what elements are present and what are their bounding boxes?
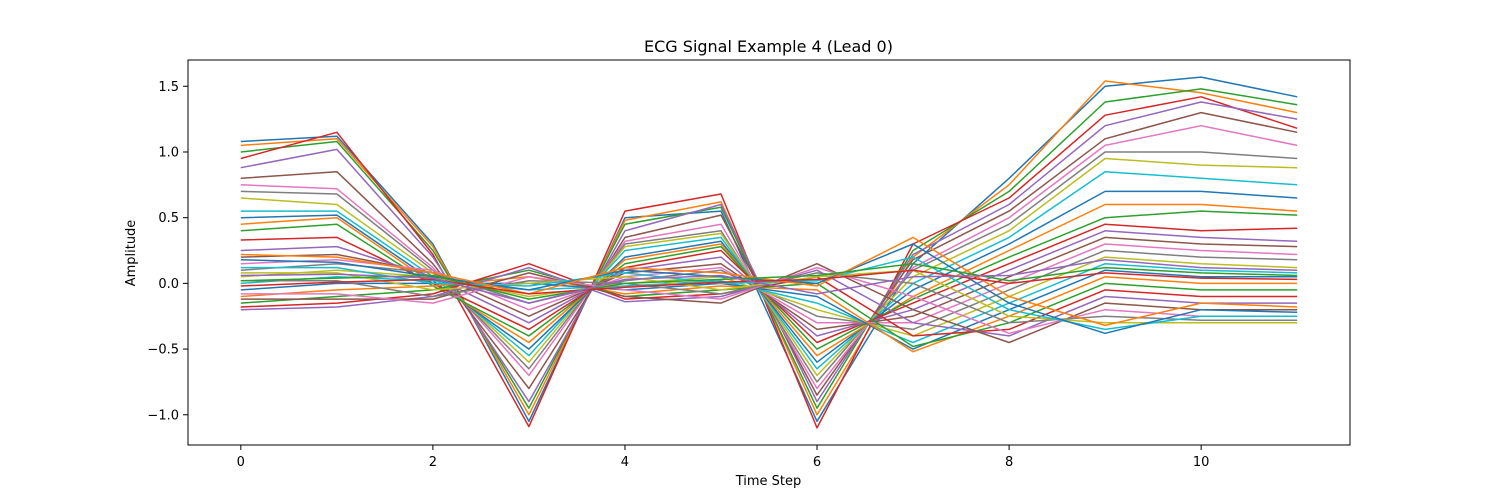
y-tick-label-5: 1.5: [158, 80, 179, 95]
series-line-33: [240, 269, 1298, 295]
series-line-4: [240, 101, 1298, 403]
axes-layer: 0 2 4 6 8 10 −1.0 −0.5 0.0 0.5 1.0 1.5: [147, 59, 1351, 470]
series-line-29: [240, 256, 1298, 331]
series-line-7: [240, 151, 1298, 383]
y-tick-label-3: 0.5: [158, 211, 179, 226]
x-tick-label-5: 10: [1193, 455, 1210, 470]
series-line-21: [240, 276, 1298, 353]
y-tick-label-4: 1.0: [158, 145, 179, 160]
x-tick-label-4: 8: [1005, 455, 1013, 470]
x-tick-label-2: 4: [621, 455, 629, 470]
series-line-34: [240, 258, 1298, 304]
series-line-22: [240, 269, 1298, 348]
x-tick-label-3: 6: [813, 455, 821, 470]
x-tick-label-0: 0: [237, 455, 245, 470]
chart-title: ECG Signal Example 4 (Lead 0): [644, 37, 893, 56]
y-tick-label-0: −1.0: [147, 408, 179, 423]
series-line-1: [240, 80, 1298, 416]
series-line-0: [240, 76, 1298, 423]
series-line-9: [240, 170, 1298, 370]
series-line-31: [240, 236, 1298, 327]
series-line-20: [240, 269, 1298, 350]
series-line-8: [240, 157, 1298, 377]
series-line-32: [240, 262, 1298, 300]
series-line-16: [240, 243, 1298, 324]
plot-frame: [187, 59, 1351, 446]
x-tick-label-1: 2: [429, 455, 437, 470]
y-tick-label-2: 0.0: [158, 277, 179, 292]
series-line-28: [240, 269, 1298, 324]
series-layer: [240, 76, 1298, 429]
y-axis-label: Amplitude: [124, 220, 139, 287]
y-tick-label-1: −0.5: [147, 343, 179, 358]
x-axis-label: Time Step: [735, 474, 802, 489]
series-line-3: [240, 96, 1298, 429]
